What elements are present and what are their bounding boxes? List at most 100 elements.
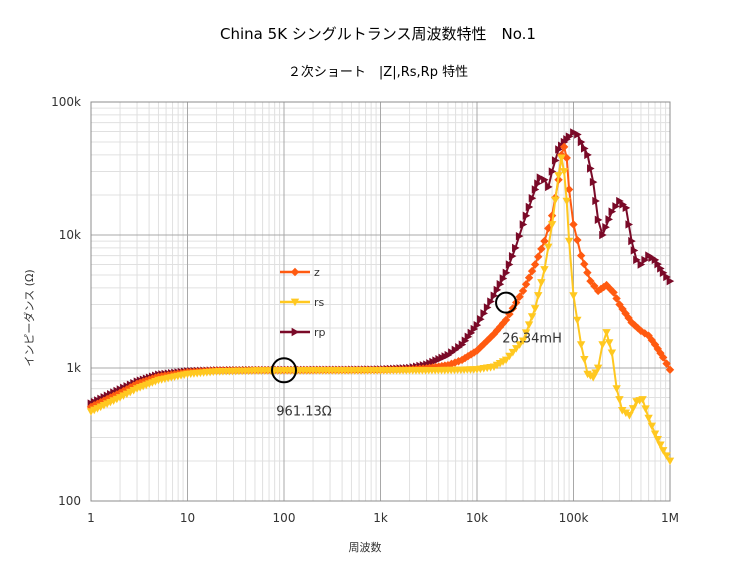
- annotation-marker: [271, 357, 297, 384]
- data-point-z: [521, 280, 531, 289]
- x-tick-label: 100: [273, 511, 296, 525]
- data-point-rp: [599, 230, 607, 240]
- data-point-rs: [650, 430, 660, 439]
- data-point-rp: [493, 285, 502, 295]
- data-point-z: [624, 313, 633, 323]
- x-tick-label: 10: [180, 511, 195, 525]
- chart-subtitle: ２次ショート |Z|,Rs,Rp 特性: [288, 64, 468, 80]
- data-point-rp: [551, 156, 560, 165]
- series-layer: [86, 128, 675, 466]
- x-axis-label: 周波数: [349, 541, 382, 554]
- data-point-rs: [656, 441, 665, 450]
- data-point-rs: [569, 292, 578, 300]
- data-point-z: [612, 294, 621, 303]
- data-point-rp: [490, 291, 499, 300]
- x-axis: 1 10 100 1k 10k 100k 1M: [87, 511, 679, 525]
- data-point-rp: [555, 145, 563, 154]
- data-point-rp: [565, 132, 574, 141]
- data-point-rs: [562, 197, 571, 206]
- data-point-rp: [548, 167, 557, 176]
- data-point-z: [530, 260, 540, 269]
- data-point-rp: [505, 260, 514, 269]
- data-point-z: [633, 323, 643, 333]
- data-point-rs: [508, 348, 518, 357]
- x-tick-label: 10k: [466, 511, 488, 525]
- data-point-rp: [477, 315, 485, 324]
- y-axis: 100 1k 10k 100k: [51, 95, 81, 508]
- data-point-rp: [470, 324, 479, 334]
- data-point-rp: [545, 182, 553, 192]
- data-point-z: [650, 340, 660, 349]
- legend-label-rs: rs: [314, 296, 325, 309]
- data-point-rp: [502, 268, 511, 277]
- data-point-rp: [499, 274, 508, 283]
- data-point-rp: [641, 255, 649, 265]
- data-point-rs: [665, 457, 675, 466]
- data-point-rp: [651, 255, 660, 265]
- data-point-rp: [666, 276, 675, 286]
- series-rs: [86, 154, 675, 466]
- plot-frame: [90, 101, 671, 502]
- data-point-rp: [473, 320, 482, 330]
- data-point-rs: [638, 396, 647, 404]
- data-point-rs: [512, 345, 521, 353]
- data-point-rp: [536, 173, 545, 182]
- data-point-rp: [589, 177, 598, 187]
- data-point-rp: [464, 332, 473, 342]
- chart-title: China 5K シングルトランス周波数特性 No.1: [220, 25, 536, 43]
- data-point-z: [615, 300, 624, 309]
- data-point-rp: [581, 144, 589, 153]
- data-point-z: [547, 211, 557, 220]
- legend-swatch-marker: [290, 267, 300, 277]
- data-point-rs: [612, 385, 621, 393]
- data-point-rp: [574, 130, 582, 139]
- data-point-rp: [654, 259, 662, 269]
- data-point-rp: [622, 203, 631, 213]
- data-point-rs: [530, 305, 540, 313]
- data-point-z: [618, 304, 627, 314]
- data-point-rs: [628, 405, 638, 413]
- data-point-rp: [467, 328, 476, 338]
- data-point-rp: [663, 272, 671, 282]
- y-tick-label: 1k: [66, 361, 81, 375]
- data-point-rs: [501, 356, 511, 365]
- data-point-rp: [602, 222, 610, 232]
- data-point-z: [559, 142, 569, 152]
- data-point-rs: [534, 292, 543, 300]
- y-axis-label: インピーダンス (Ω): [22, 269, 36, 366]
- data-point-z: [527, 266, 537, 276]
- data-point-z: [644, 331, 653, 340]
- data-point-z: [590, 281, 599, 291]
- data-point-rp: [637, 260, 646, 269]
- data-point-rs: [524, 321, 534, 329]
- data-point-z: [569, 220, 578, 229]
- legend: z rs rp: [280, 266, 326, 339]
- data-point-rs: [573, 316, 582, 325]
- data-point-rs: [551, 196, 560, 205]
- x-tick-label: 1k: [373, 511, 388, 525]
- data-point-rs: [618, 407, 627, 415]
- y-tick-label: 10k: [59, 228, 81, 242]
- data-point-rp: [584, 150, 592, 160]
- data-point-rs: [527, 313, 537, 321]
- data-point-rp: [522, 211, 531, 220]
- data-point-rs: [518, 337, 528, 346]
- data-point-z: [518, 286, 528, 296]
- data-point-rs: [607, 349, 617, 358]
- data-point-z: [583, 268, 592, 277]
- legend-swatch-marker: [291, 327, 300, 337]
- data-point-rp: [480, 309, 488, 318]
- data-point-rs: [559, 168, 569, 176]
- data-point-z: [658, 353, 668, 362]
- data-point-rs: [644, 414, 653, 423]
- data-point-rp: [483, 303, 492, 312]
- data-point-rp: [592, 196, 600, 206]
- data-point-rs: [605, 339, 614, 347]
- data-point-rp: [541, 175, 549, 185]
- data-point-rp: [628, 236, 636, 246]
- data-point-z: [564, 185, 574, 194]
- data-point-z: [576, 251, 586, 260]
- data-point-z: [515, 292, 524, 301]
- data-point-rp: [461, 336, 470, 345]
- y-tick-label: 100k: [51, 95, 81, 109]
